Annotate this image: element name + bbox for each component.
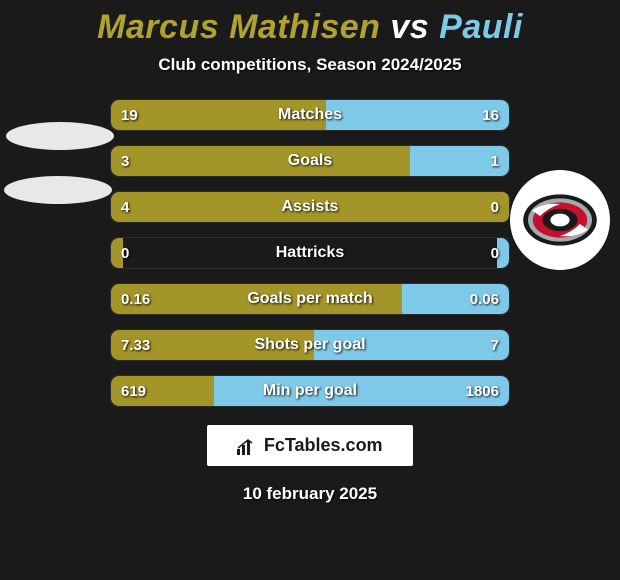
bar-left <box>111 100 326 130</box>
bar-left <box>111 284 402 314</box>
stat-row: 0 0Hattricks <box>110 237 510 269</box>
hurricane-icon <box>520 180 600 260</box>
stat-value-left: 0.16 <box>121 284 150 314</box>
subtitle: Club competitions, Season 2024/2025 <box>0 55 620 75</box>
vs-separator: vs <box>390 8 429 46</box>
player1-name: Marcus Mathisen <box>97 8 380 46</box>
decorative-ellipse <box>4 176 112 204</box>
brand-text: FcTables.com <box>264 435 383 455</box>
stat-value-left: 3 <box>121 146 129 176</box>
stat-value-left: 619 <box>121 376 146 406</box>
chart-icon <box>237 438 259 455</box>
bar-left <box>111 146 410 176</box>
date-text: 10 february 2025 <box>0 484 620 504</box>
team-logo-right <box>510 170 610 270</box>
comparison-title: Marcus Mathisen vs Pauli <box>0 8 620 47</box>
stat-row: 1916Matches <box>110 99 510 131</box>
stat-value-right: 0.06 <box>470 284 499 314</box>
decorative-ellipse <box>6 122 114 150</box>
stat-row: 40Assists <box>110 191 510 223</box>
stat-value-right: 1806 <box>466 376 499 406</box>
stat-value-left: 7.33 <box>121 330 150 360</box>
bar-right <box>314 330 509 360</box>
stat-row: 7.337Shots per goal <box>110 329 510 361</box>
player2-name: Pauli <box>439 8 523 46</box>
stat-value-right: 7 <box>491 330 499 360</box>
stat-value-right: 16 <box>482 100 499 130</box>
stat-value-right: 0 <box>491 238 499 268</box>
stat-value-left: 4 <box>121 192 129 222</box>
stat-value-right: 1 <box>491 146 499 176</box>
stat-row: 31Goals <box>110 145 510 177</box>
stat-row: 0.160.06Goals per match <box>110 283 510 315</box>
stat-row: 6191806Min per goal <box>110 375 510 407</box>
stat-label: Hattricks <box>111 238 509 268</box>
brand-badge[interactable]: FcTables.com <box>207 425 412 466</box>
stat-value-right: 0 <box>491 192 499 222</box>
bar-left <box>111 192 509 222</box>
stats-bars: 1916Matches31Goals40Assists00Hattricks0.… <box>110 99 510 407</box>
stat-value-left: 19 <box>121 100 138 130</box>
footer: FcTables.com 10 february 2025 <box>0 425 620 504</box>
stat-value-left: 0 <box>121 238 129 268</box>
